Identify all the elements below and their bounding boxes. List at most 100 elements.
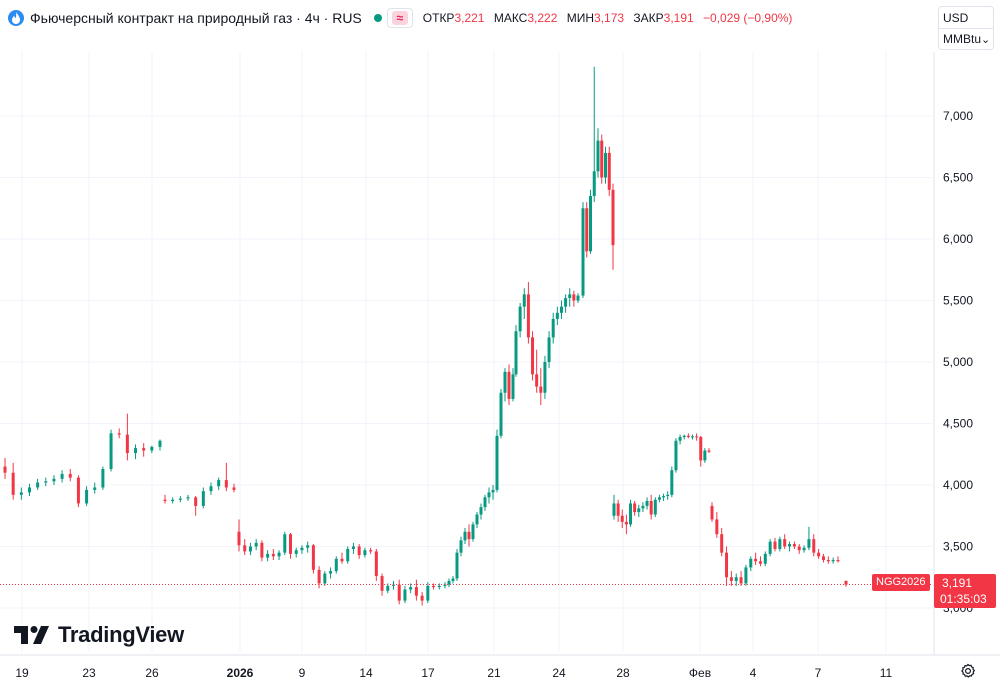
candle[interactable] [437,583,441,590]
candle[interactable] [459,536,463,557]
candle[interactable] [334,556,338,574]
candle[interactable] [637,504,641,517]
candle[interactable] [611,183,615,270]
candle[interactable] [85,486,89,506]
candle[interactable] [414,579,418,601]
candle[interactable] [201,487,205,509]
candle[interactable] [503,368,507,402]
candle[interactable] [306,541,310,553]
candle[interactable] [645,497,649,510]
candle[interactable] [142,443,146,457]
candle[interactable] [725,546,729,586]
candle[interactable] [101,466,105,490]
candle[interactable] [657,494,661,503]
candle[interactable] [555,306,559,326]
candle[interactable] [451,576,455,584]
candle[interactable] [831,557,835,564]
symbol-title[interactable]: Фьючерсный контракт на природный газ · 4… [30,10,362,26]
candle[interactable] [836,556,840,563]
candle[interactable] [409,583,413,594]
candle[interactable] [690,434,694,440]
candle[interactable] [340,552,344,564]
candle[interactable] [788,541,792,552]
candle[interactable] [522,288,526,319]
candle[interactable] [224,462,228,492]
candle[interactable] [604,146,607,184]
candle[interactable] [386,583,390,594]
candle[interactable] [289,532,292,559]
candle[interactable] [585,202,589,258]
candle[interactable] [821,553,825,563]
candle[interactable] [768,539,772,557]
candle[interactable] [93,482,97,494]
candle[interactable] [463,528,467,545]
candle[interactable] [568,288,572,307]
candle[interactable] [271,548,275,561]
candle[interactable] [817,548,821,559]
unit-button[interactable]: MMBtu ⌄ [938,28,994,50]
candle[interactable] [812,534,816,557]
candle[interactable] [232,483,236,493]
candle[interactable] [734,573,738,586]
candle[interactable] [467,524,471,547]
candle[interactable] [518,302,522,338]
candle[interactable] [710,502,714,522]
candle[interactable] [514,325,518,377]
candle[interactable] [695,433,699,441]
candle[interactable] [447,578,451,588]
candle[interactable] [68,469,72,482]
candle[interactable] [374,548,378,581]
candle[interactable] [674,438,678,473]
candle[interactable] [551,312,555,344]
candle[interactable] [369,547,373,554]
candle[interactable] [773,537,777,552]
candle[interactable] [36,478,40,490]
candle[interactable] [171,497,175,504]
candle[interactable] [572,290,576,307]
candle[interactable] [749,556,753,572]
candle[interactable] [479,503,483,520]
candle[interactable] [237,519,241,552]
candle[interactable] [589,189,592,254]
candle[interactable] [163,494,167,504]
candle[interactable] [686,433,690,439]
candle[interactable] [392,580,395,590]
candle[interactable] [763,551,767,567]
candle[interactable] [475,512,479,529]
candle[interactable] [432,583,436,590]
candle[interactable] [209,482,213,495]
candle[interactable] [499,389,503,439]
candle[interactable] [783,534,787,549]
candle[interactable] [826,556,830,564]
candle[interactable] [744,564,748,586]
candle[interactable] [243,539,247,556]
candle[interactable] [662,493,666,501]
candle[interactable] [576,293,580,303]
candle[interactable] [260,540,264,562]
candle[interactable] [52,475,56,485]
candle[interactable] [487,487,491,504]
candle[interactable] [620,509,624,529]
candle[interactable] [612,494,616,520]
candle[interactable] [346,546,350,564]
candle[interactable] [380,573,384,596]
candle[interactable] [729,571,733,586]
candle[interactable] [186,494,190,501]
candle[interactable] [531,331,535,381]
candle[interactable] [134,444,138,460]
candle[interactable] [300,545,304,554]
indicator-badge[interactable]: ≈ [386,8,413,28]
candle[interactable] [682,434,686,440]
candle[interactable] [670,466,674,498]
candle[interactable] [495,429,499,493]
candle[interactable] [254,539,258,551]
candle[interactable] [535,349,539,393]
candle[interactable] [758,556,762,567]
candle[interactable] [323,571,327,586]
candle[interactable] [649,494,653,520]
candle[interactable] [76,475,80,508]
tradingview-logo[interactable]: TradingView [14,622,184,648]
candle[interactable] [277,550,281,561]
candle[interactable] [703,448,707,463]
